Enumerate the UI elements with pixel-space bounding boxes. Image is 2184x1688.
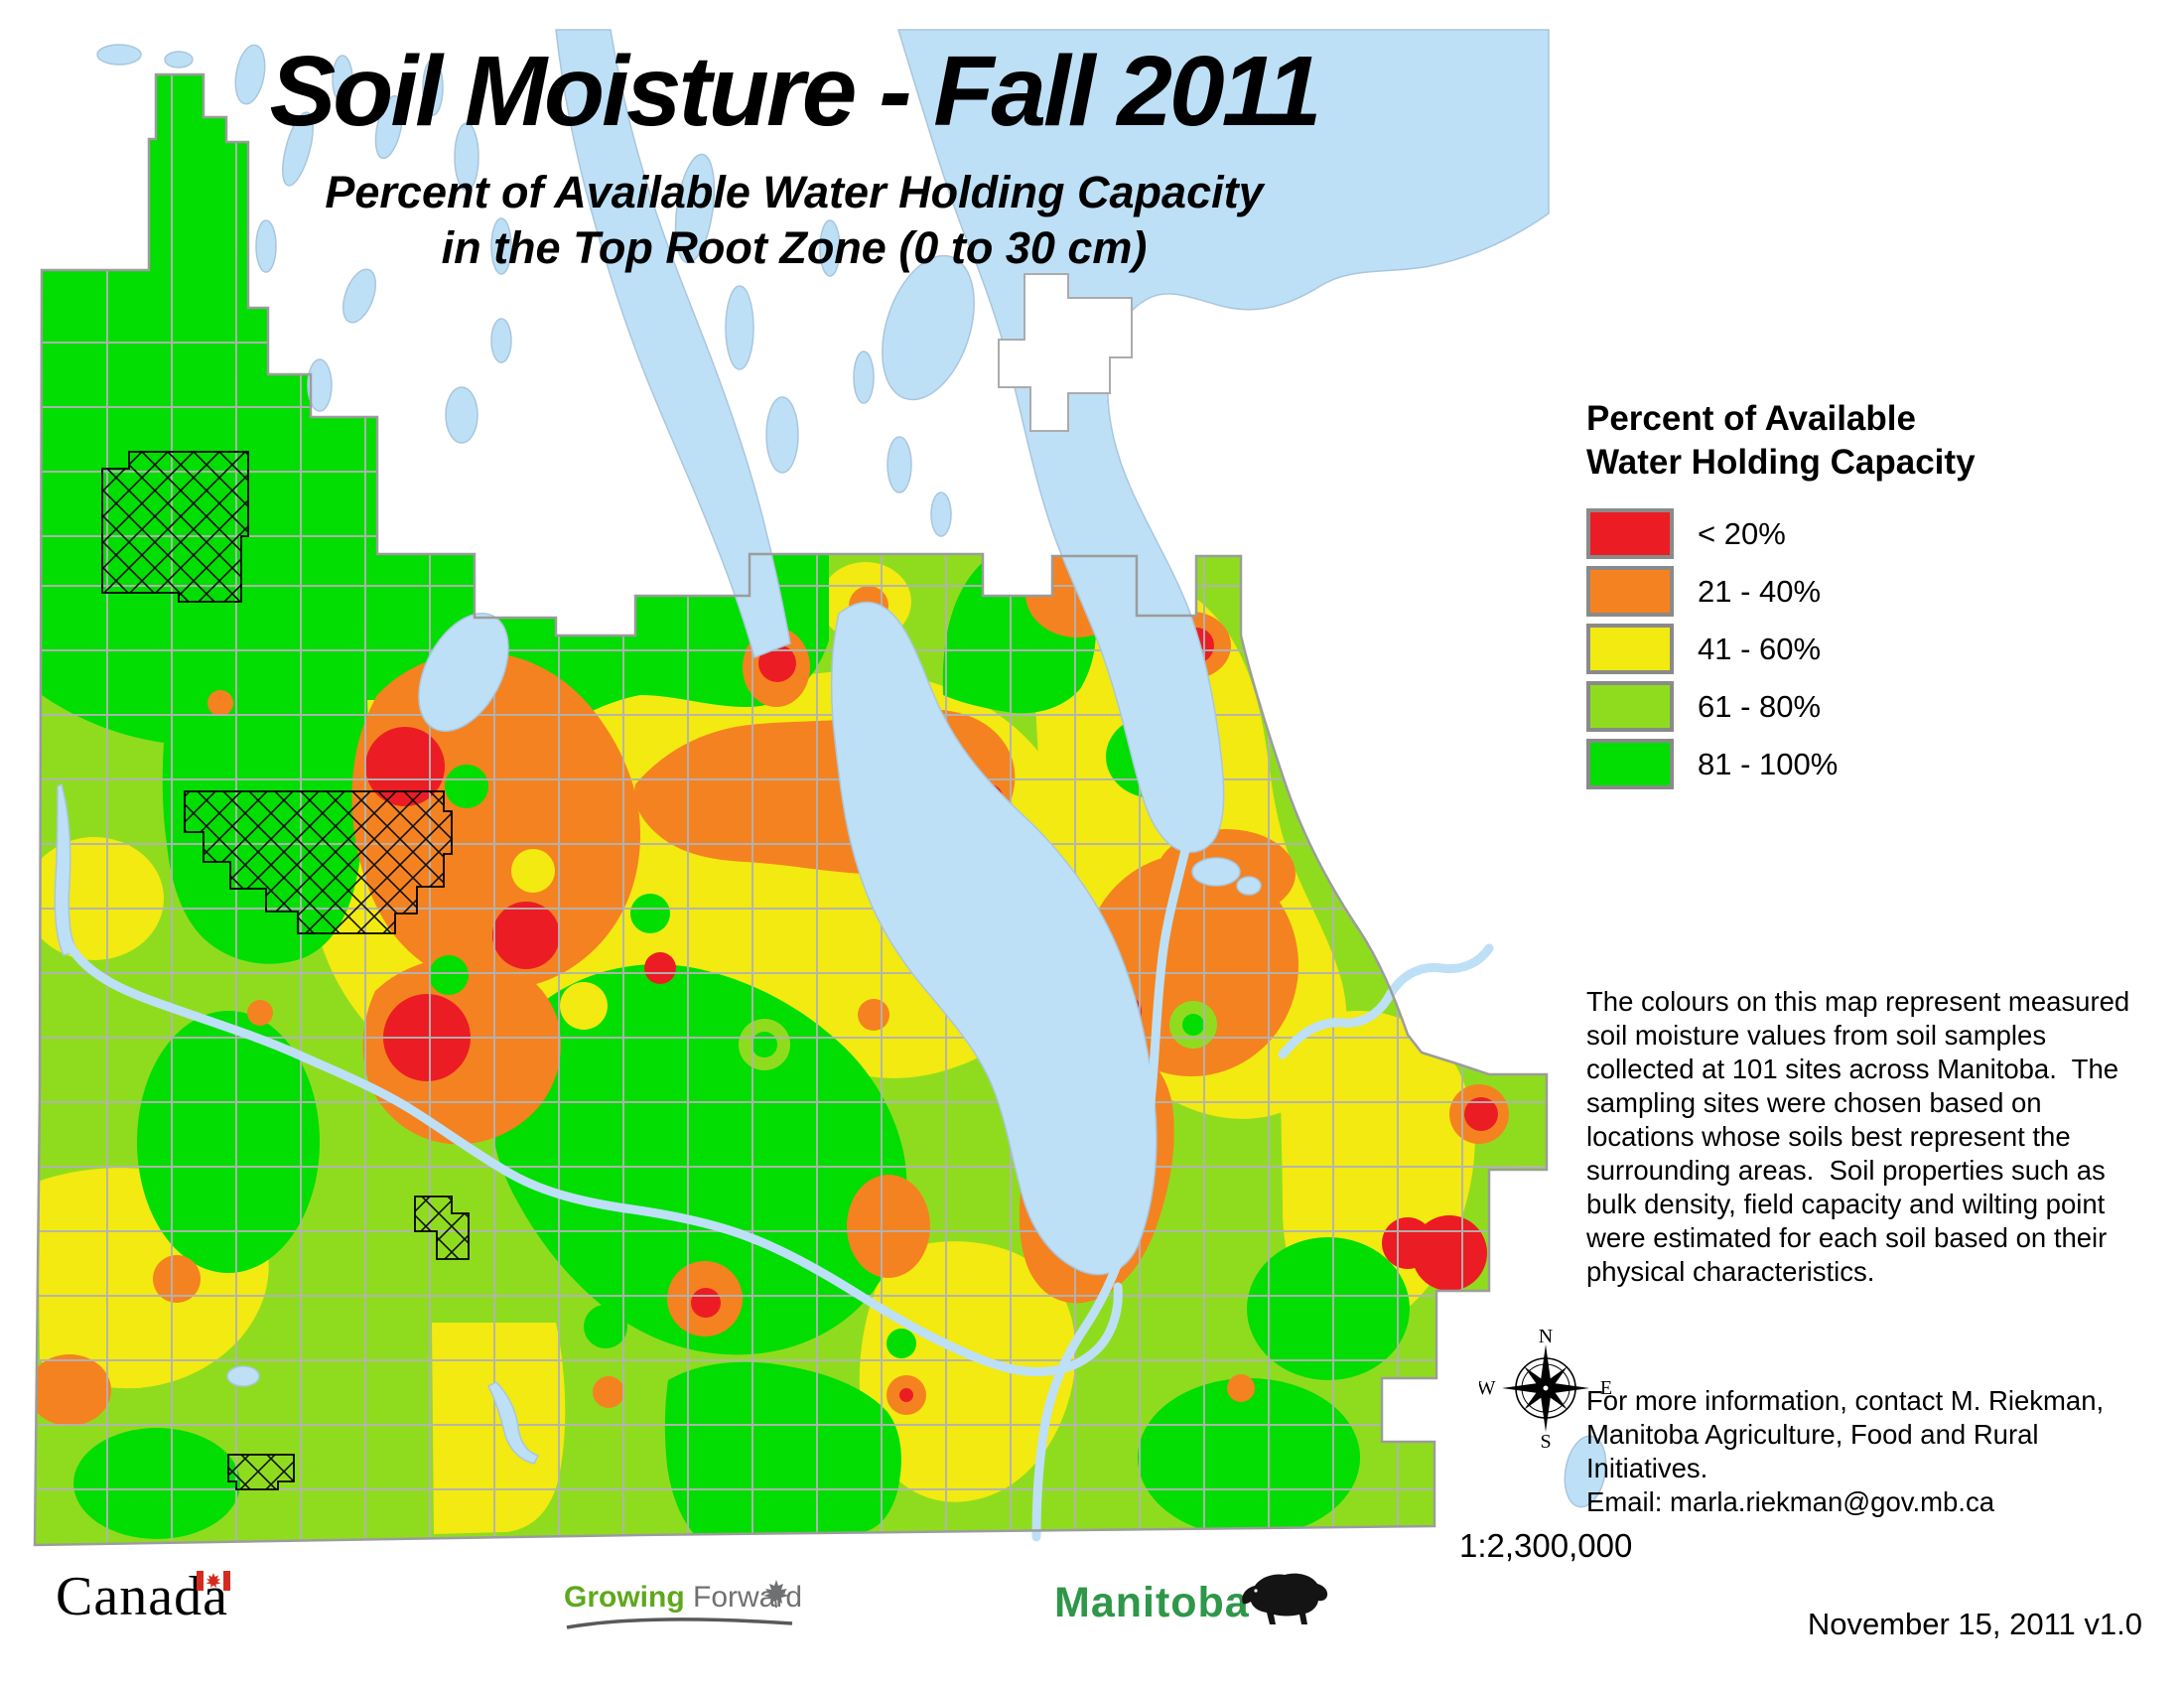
legend-row: 61 - 80% <box>1586 681 2162 732</box>
legend-items: < 20% 21 - 40% 41 - 60% 61 - 80% 81 - 10… <box>1586 508 2162 789</box>
legend-label-lt20: < 20% <box>1698 515 1786 551</box>
map-scale: 1:2,300,000 <box>1459 1527 1633 1564</box>
notes-paragraph-2: For more information, contact M. Riekman… <box>1586 1385 2105 1517</box>
zone-outline <box>33 72 1549 1547</box>
legend-row: 21 - 40% <box>1586 566 2162 617</box>
manitoba-wordmark-text: Manitoba <box>1054 1579 1250 1626</box>
canada-flag-icon <box>197 1571 230 1591</box>
legend-title: Percent of Available Water Holding Capac… <box>1586 397 2162 485</box>
compass-east-label: E <box>1600 1377 1612 1399</box>
swoosh-underline <box>566 1618 793 1629</box>
legend-label-21-40: 21 - 40% <box>1698 573 1822 609</box>
legend-title-line-2: Water Holding Capacity <box>1586 443 1976 482</box>
hatched-areas-layer <box>101 451 470 1490</box>
legend-swatch-21-40 <box>1586 566 1674 617</box>
legend-swatch-61-80 <box>1586 681 1674 732</box>
legend-swatch-41-60 <box>1586 624 1674 674</box>
growing-forward-logo: Growing Forward <box>564 1580 803 1629</box>
compass-rose-icon: N S W E <box>1479 1327 1612 1451</box>
maple-leaf-icon <box>763 1580 789 1609</box>
page-subtitle: Percent of Available Water Holding Capac… <box>139 165 1449 276</box>
canada-wordmark-logo: Canada <box>56 1565 230 1628</box>
subtitle-line-1: Percent of Available Water Holding Capac… <box>325 167 1264 217</box>
map-notes: The colours on this map represent measur… <box>1586 917 2154 1581</box>
compass-west-label: W <box>1479 1377 1496 1399</box>
legend-label-81-100: 81 - 100% <box>1698 746 1839 781</box>
legend-label-41-60: 41 - 60% <box>1698 631 1822 666</box>
legend-label-61-80: 61 - 80% <box>1698 688 1822 724</box>
growing-forward-word1: Growing <box>564 1581 685 1614</box>
legend-row: < 20% <box>1586 508 2162 559</box>
green-zones-layer <box>42 74 1410 1539</box>
legend-row: 81 - 100% <box>1586 739 2162 789</box>
growing-forward-word2: Forward <box>693 1581 803 1614</box>
version-text: November 15, 2011 v1.0 <box>1807 1607 2142 1641</box>
notes-paragraph-1: The colours on this map represent measur… <box>1586 986 2137 1287</box>
bison-icon <box>1242 1573 1328 1624</box>
page-title: Soil Moisture - Fall 2011 <box>269 36 1322 147</box>
water-layer <box>54 29 1607 1542</box>
legend-swatch-lt20 <box>1586 508 1674 559</box>
manitoba-logo: Manitoba <box>1054 1573 1328 1627</box>
legend: Percent of Available Water Holding Capac… <box>1586 397 2162 796</box>
compass-south-label: S <box>1540 1431 1551 1451</box>
legend-row: 41 - 60% <box>1586 624 2162 674</box>
compass-north-label: N <box>1539 1327 1553 1347</box>
legend-swatch-81-100 <box>1586 739 1674 789</box>
no-data-area <box>998 273 1133 432</box>
legend-title-line-1: Percent of Available <box>1586 399 1916 438</box>
subtitle-line-2: in the Top Root Zone (0 to 30 cm) <box>441 222 1148 273</box>
